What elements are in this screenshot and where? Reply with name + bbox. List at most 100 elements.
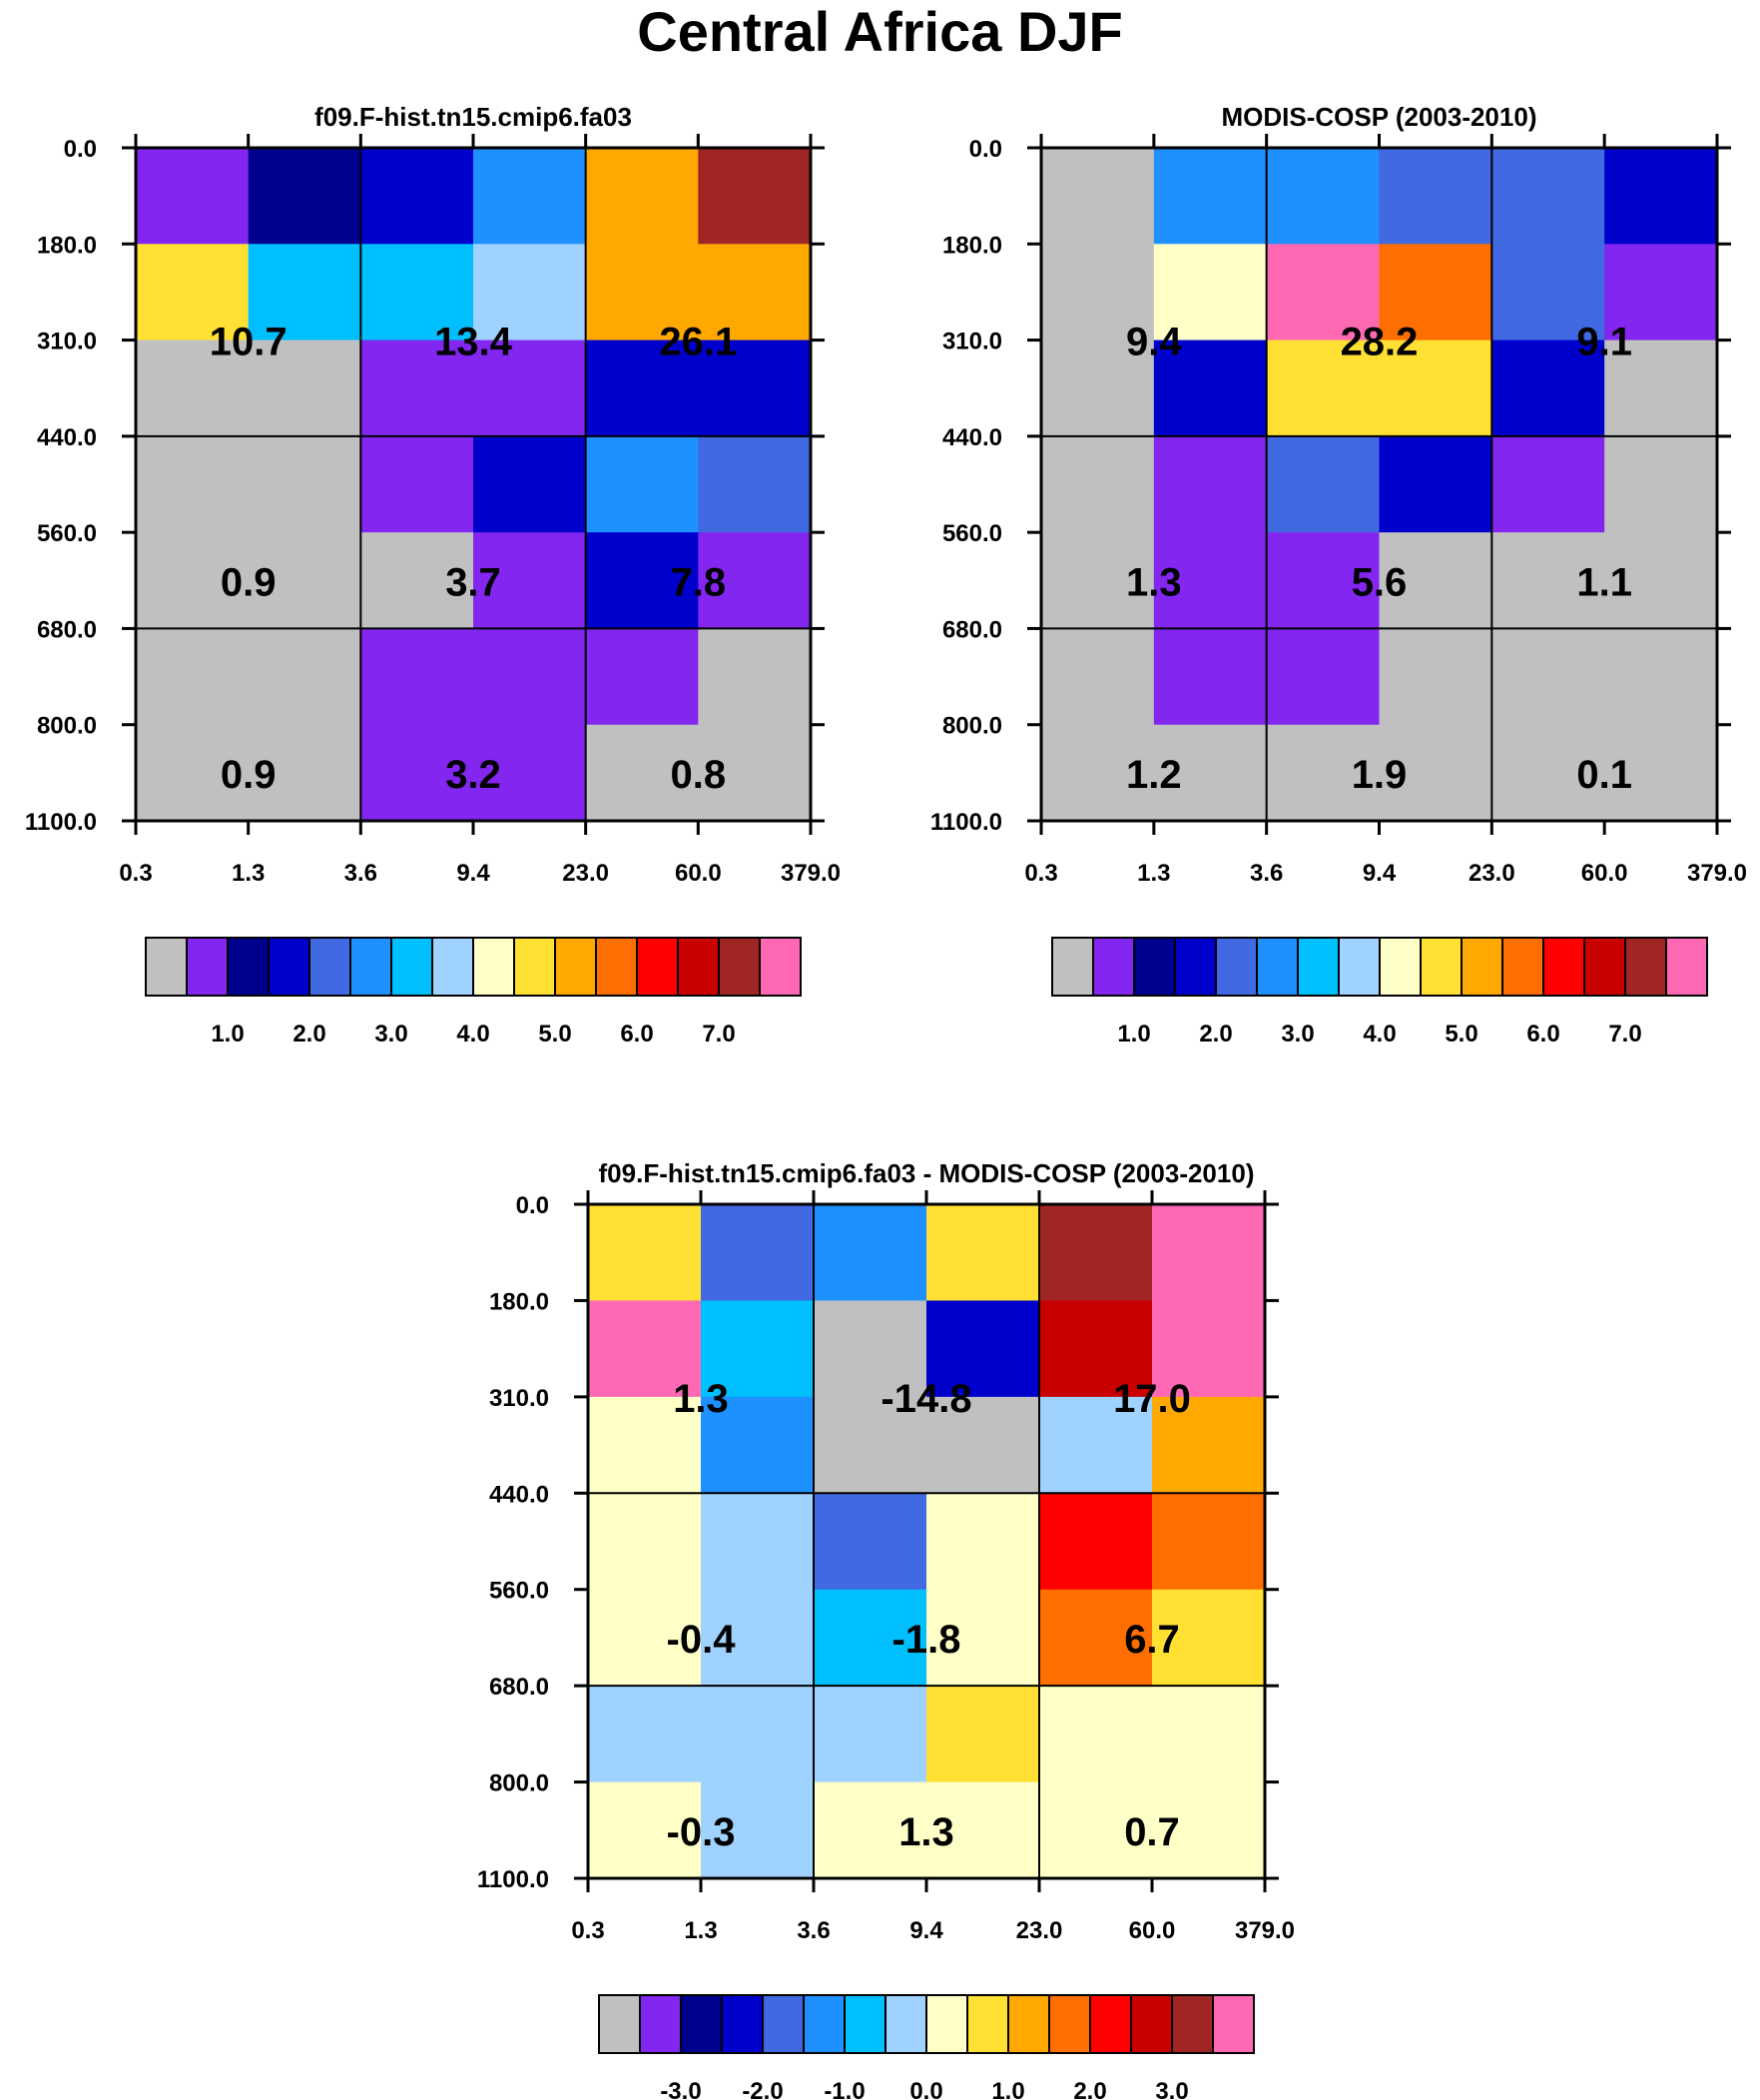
heatmap-cell (1266, 340, 1381, 437)
colorbar-label: 7.0 (702, 1021, 735, 1048)
colorbar-swatch (759, 937, 802, 997)
heatmap-cell (1153, 628, 1268, 726)
colorbar-label: 2.0 (1073, 2078, 1106, 2100)
colorbar-label: -2.0 (742, 2078, 783, 2100)
colorbar-swatch (1338, 937, 1381, 997)
heatmap-cell (701, 1396, 815, 1494)
heatmap-cell (1491, 532, 1605, 630)
y-tick-label: 560.0 (942, 520, 1002, 547)
cell-value-label: 5.6 (1352, 560, 1408, 604)
colorbar-swatch (1256, 937, 1299, 997)
x-tick-label: 0.3 (571, 1917, 604, 1944)
heatmap-cell (1039, 1396, 1153, 1494)
heatmap-cell (248, 532, 361, 630)
heatmap-cell (1041, 148, 1155, 245)
cell-value-label: 1.3 (898, 1810, 954, 1854)
y-tick-label: 0.0 (969, 136, 1002, 163)
heatmap-cell (1041, 724, 1155, 822)
heatmap-cell (701, 1493, 815, 1591)
heatmap-cell (585, 340, 699, 437)
colorbar-label: 4.0 (1363, 1021, 1396, 1048)
colorbar-swatch (390, 937, 433, 997)
y-tick-label: 1100.0 (477, 1866, 549, 1893)
x-tick-label: 23.0 (1016, 1917, 1063, 1944)
colorbar-swatch (1665, 937, 1708, 997)
colorbar-swatch (884, 1994, 927, 2054)
x-tick-label: 60.0 (675, 860, 722, 887)
heatmap-cell (136, 724, 250, 822)
y-tick-label: 800.0 (942, 713, 1002, 740)
heatmap-cell (360, 435, 474, 533)
heatmap-cell (1266, 148, 1381, 245)
x-tick-label: 3.6 (797, 1917, 830, 1944)
panel-title: MODIS-COSP (2003-2010) (1222, 102, 1537, 132)
heatmap-cell (1604, 148, 1718, 245)
colorbar-swatch (1048, 1994, 1091, 2054)
cell-value-label: 1.2 (1126, 753, 1182, 797)
colorbar-label: 4.0 (456, 1021, 489, 1048)
heatmap-cell (473, 532, 587, 630)
y-tick-label: 180.0 (489, 1288, 549, 1315)
heatmap-cell (1152, 1781, 1266, 1879)
colorbar-swatch (721, 1994, 764, 2054)
colorbar-label: 1.0 (991, 2078, 1024, 2100)
cell-value-label: 26.1 (659, 321, 737, 364)
heatmap-cell (585, 532, 699, 630)
heatmap-cell (585, 628, 699, 726)
heatmap-cell (248, 724, 361, 822)
x-tick-label: 0.3 (1024, 860, 1057, 887)
heatmap-cell (588, 1686, 702, 1783)
heatmap-cell (1491, 148, 1605, 245)
heatmap-cell (701, 1204, 815, 1302)
heatmap-cell (1491, 724, 1605, 822)
colorbar-swatch (680, 1994, 723, 2054)
heatmap-cell (1604, 532, 1718, 630)
heatmap-cell (248, 340, 361, 437)
heatmap-cell (1604, 628, 1718, 726)
colorbar-swatch (513, 937, 556, 997)
cell-value-label: 10.7 (210, 321, 288, 364)
heatmap-cell (1153, 244, 1268, 342)
y-tick-label: 440.0 (37, 424, 97, 451)
colorbar-swatch (1171, 1994, 1214, 2054)
heatmap-cell (814, 1589, 927, 1687)
heatmap-cell (473, 340, 587, 437)
colorbar-swatch (349, 937, 392, 997)
cell-value-label: 0.7 (1124, 1810, 1180, 1854)
colorbar-label: -1.0 (824, 2078, 865, 2100)
cell-value-label: 6.7 (1124, 1618, 1180, 1662)
colorbar-swatch (1297, 937, 1340, 997)
colorbar-swatch (1583, 937, 1626, 997)
colorbar-swatch (677, 937, 720, 997)
y-tick-label: 310.0 (489, 1385, 549, 1412)
heatmap-cell (588, 1204, 702, 1302)
colorbar-swatch (762, 1994, 805, 2054)
heatmap-cell (473, 435, 587, 533)
colorbar-label: 0.0 (909, 2078, 942, 2100)
x-tick-label: 3.6 (344, 860, 377, 887)
heatmap-cell (1604, 724, 1718, 822)
colorbar-label: 2.0 (293, 1021, 325, 1048)
heatmap-cell (698, 724, 812, 822)
heatmap-cell (814, 1781, 927, 1879)
heatmap-cell (360, 340, 474, 437)
heatmap-cell (1153, 435, 1268, 533)
heatmap-cell (588, 1396, 702, 1494)
heatmap-cell (926, 1781, 1040, 1879)
heatmap-cell (1153, 148, 1268, 245)
heatmap-cell (136, 628, 250, 726)
heatmap-cell (473, 628, 587, 726)
heatmap-cell (698, 244, 812, 342)
colorbar-label: 3.0 (374, 1021, 407, 1048)
x-tick-label: 9.4 (1363, 860, 1397, 887)
heatmap-cell (1604, 435, 1718, 533)
heatmap-cell (698, 148, 812, 245)
heatmap-cell (701, 1781, 815, 1879)
heatmap-cell (1041, 628, 1155, 726)
heatmap-cell (1039, 1781, 1153, 1879)
heatmap-cell (1379, 148, 1492, 245)
cell-value-label: 0.9 (221, 753, 277, 797)
colorbar-swatch (598, 1994, 641, 2054)
heatmap-cell (698, 340, 812, 437)
colorbar-swatch (636, 937, 679, 997)
